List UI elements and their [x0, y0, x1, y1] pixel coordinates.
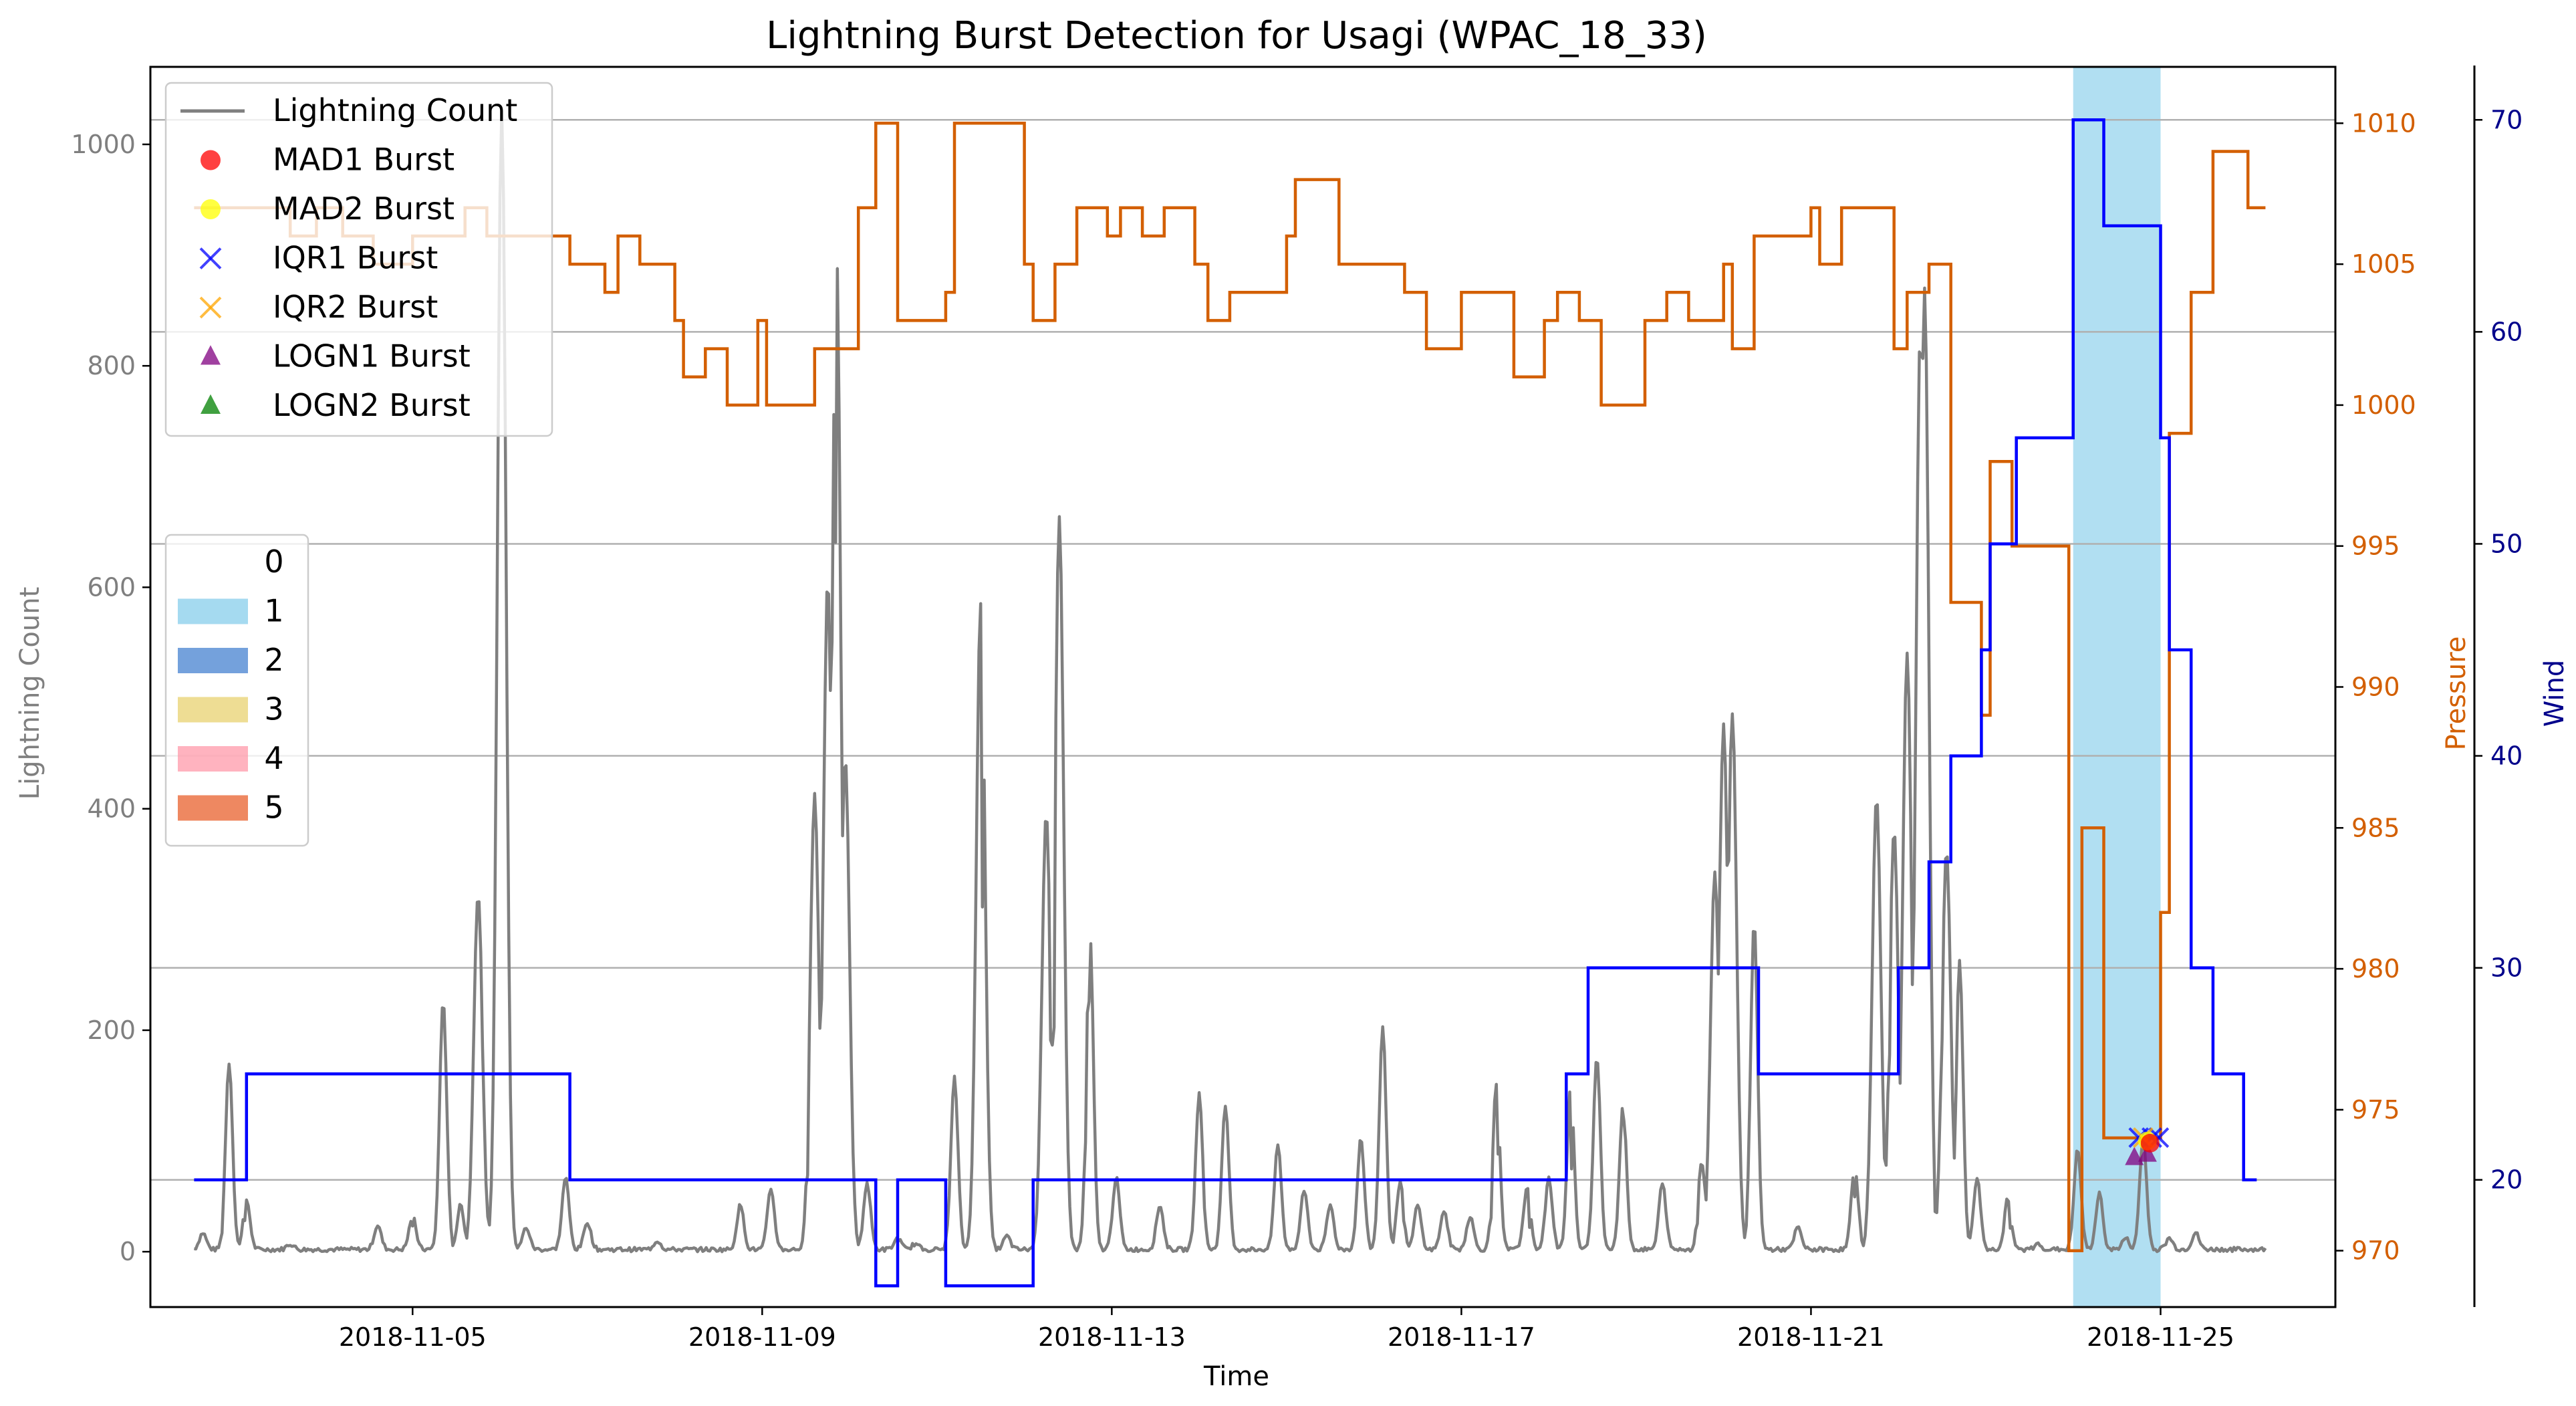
- legend-entry-label: MAD2 Burst: [273, 191, 455, 227]
- category-label: 2: [264, 642, 283, 678]
- burst-highlight-span: [2073, 67, 2161, 1307]
- wind-line: [194, 118, 2257, 1288]
- pressure-y-axis: 970 975 980 985 990 995 1000 1005 1010: [2335, 108, 2416, 1266]
- legend-swatch-iqr1-stroke: [199, 247, 222, 269]
- burst-marker-logn1: [2138, 1143, 2157, 1162]
- category-label: 0: [264, 544, 283, 580]
- y-tick-label: 1000: [71, 130, 136, 159]
- legend-entry-label: LOGN1 Burst: [273, 338, 471, 374]
- x-tick-label: 2018-11-17: [1388, 1322, 1535, 1352]
- category-swatch: [178, 550, 248, 575]
- series-legend: Lightning Count MAD1 Burst MAD2 Burst IQR1 …: [164, 82, 553, 437]
- wind-tick-label: 20: [2490, 1165, 2523, 1195]
- wind-series: [194, 118, 2257, 1288]
- x-tick-label: 2018-11-13: [1038, 1322, 1186, 1352]
- pressure-line: [194, 122, 2266, 1252]
- wind-tick-label: 30: [2490, 953, 2523, 983]
- legend-entry-label: IQR2 Burst: [273, 289, 438, 325]
- x-tick-label: 2018-11-09: [688, 1322, 836, 1352]
- x-tick-label: 2018-11-25: [2087, 1322, 2234, 1352]
- legend-swatch-iqr1: [199, 247, 222, 269]
- category-swatch: [178, 795, 248, 821]
- legend-swatch-iqr2: [199, 296, 222, 319]
- pressure-tick-label: 970: [2351, 1236, 2400, 1266]
- pressure-tick-label: 975: [2351, 1095, 2400, 1125]
- highlight-span-rect: [2073, 67, 2161, 1307]
- wind-y-axis: 20 30 40 50 60 70: [2473, 66, 2523, 1307]
- category-label: 5: [264, 790, 283, 826]
- burst-marker-mad1: [2140, 1133, 2160, 1153]
- legend-entry-label: MAD1 Burst: [273, 142, 455, 178]
- legend-swatch-logn2: [201, 394, 221, 414]
- category-swatch: [178, 697, 248, 723]
- chart-title: Lightning Burst Detection for Usagi (WPA…: [766, 14, 1707, 57]
- wind-tick-label: 50: [2490, 529, 2523, 558]
- pressure-tick-label: 1000: [2351, 390, 2416, 420]
- legend-swatch-logn1: [201, 345, 221, 365]
- category-swatch: [178, 746, 248, 772]
- pressure-tick-label: 1005: [2351, 249, 2416, 279]
- pressure-series: [194, 122, 2266, 1252]
- burst-markers: [2125, 1127, 2170, 1165]
- category-swatch: [178, 598, 248, 624]
- y-tick-label: 600: [87, 572, 136, 602]
- category-legend: 0 1 2 3 4 5: [164, 534, 309, 847]
- lightning-count-series: [194, 108, 2267, 1254]
- x-axis: 2018-11-05 2018-11-09 2018-11-13 2018-11-17…: [339, 1307, 2234, 1352]
- x-axis-label: Time: [1203, 1361, 1269, 1392]
- pressure-tick-label: 995: [2351, 532, 2400, 561]
- legend-entry-label: IQR1 Burst: [273, 240, 438, 276]
- legend-entry-label: Lightning Count: [273, 92, 517, 128]
- series-legend-box: [164, 82, 553, 437]
- wind-tick-label: 70: [2490, 105, 2523, 134]
- x-tick-label: 2018-11-05: [339, 1322, 487, 1352]
- legend-swatch-mad1: [201, 150, 221, 170]
- y-tick-label: 400: [87, 794, 136, 824]
- wind-tick-label: 60: [2490, 317, 2523, 346]
- pressure-tick-label: 980: [2351, 954, 2400, 983]
- category-swatch: [178, 648, 248, 673]
- lightning-y-axis: 0 200 400 600 800 1000: [71, 130, 150, 1266]
- pressure-tick-label: 985: [2351, 813, 2400, 842]
- x-tick-label: 2018-11-21: [1737, 1322, 1885, 1352]
- category-label: 3: [264, 691, 283, 727]
- pressure-axis-label: Pressure: [2441, 636, 2472, 751]
- y-tick-label: 200: [87, 1016, 136, 1045]
- wind-axis-label: Wind: [2539, 660, 2570, 727]
- legend-swatch-mad2: [201, 199, 221, 219]
- y-tick-label: 0: [120, 1237, 136, 1266]
- legend-entry-label: LOGN2 Burst: [273, 387, 471, 423]
- wind-tick-label: 40: [2490, 741, 2523, 771]
- lightning-axis-label: Lightning Count: [15, 587, 45, 800]
- category-label: 4: [264, 740, 283, 776]
- legend-swatch-iqr2-stroke: [199, 296, 222, 319]
- pressure-tick-label: 990: [2351, 673, 2400, 702]
- lightning-count-line: [194, 108, 2267, 1254]
- pressure-tick-label: 1010: [2351, 108, 2416, 138]
- category-label: 1: [264, 593, 283, 629]
- y-tick-label: 800: [87, 351, 136, 380]
